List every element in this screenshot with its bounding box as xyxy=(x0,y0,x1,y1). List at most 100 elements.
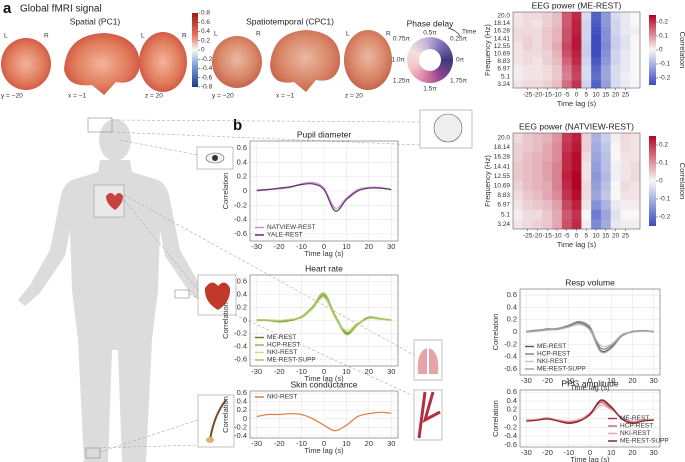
x-tick-label: -10 xyxy=(296,439,307,448)
heat-cell xyxy=(522,19,533,28)
y-axis-label: Frequency (Hz) xyxy=(483,24,492,76)
x-tick-label: -25 xyxy=(523,233,533,240)
y-tick-label: 18.14 xyxy=(494,144,511,151)
heat-cell xyxy=(630,12,641,20)
heat-cell xyxy=(610,34,621,43)
y-tick-label: 0.2 xyxy=(237,172,247,181)
y-tick-label: -0.6 xyxy=(234,354,247,363)
x-tick-label: 0 xyxy=(575,92,579,99)
x-tick-label: 0 xyxy=(322,242,326,251)
brain-image xyxy=(212,36,262,88)
y-axis-label: Correlation xyxy=(491,400,500,437)
organ-box xyxy=(174,289,190,299)
x-tick-label: -10 xyxy=(563,448,574,457)
colorbar-tick-label: 0 xyxy=(201,47,205,54)
heat-cell xyxy=(561,34,572,43)
heat-cell xyxy=(581,161,592,172)
heat-cell xyxy=(591,181,602,191)
phase-label: 0.25π xyxy=(450,36,468,43)
heat-cell xyxy=(610,80,621,89)
heat-cell xyxy=(542,190,553,201)
heat-cell xyxy=(532,19,543,28)
heat-cell xyxy=(542,219,553,230)
phase-label: 0.75π xyxy=(393,36,411,43)
heat-cell xyxy=(522,65,533,74)
heat-cell xyxy=(522,80,533,89)
heat-cell xyxy=(620,171,631,182)
legend-label: ME-REST-SUPP xyxy=(267,357,316,364)
heat-cell xyxy=(571,42,582,51)
time-arrow xyxy=(447,27,461,37)
heat-cell xyxy=(561,142,572,153)
brain-subtitle: Spatial (PC1) xyxy=(70,16,121,26)
brain-image xyxy=(139,32,187,92)
heat-cell xyxy=(513,72,524,81)
heat-cell xyxy=(591,12,602,20)
y-tick-label: 0.2 xyxy=(237,302,247,311)
phase-label: 0π xyxy=(456,57,465,64)
panel-label: b xyxy=(233,117,242,134)
chart-title: Skin conductance xyxy=(290,379,357,389)
panel-label: a xyxy=(3,0,12,17)
heat-cell xyxy=(571,57,582,66)
heat-cell xyxy=(600,142,611,153)
heat-cell xyxy=(552,65,563,74)
heat-cell xyxy=(581,27,592,36)
y-tick-label: 0.4 xyxy=(507,396,517,405)
x-tick-label: 25 xyxy=(622,233,630,240)
y-tick-label: 0.6 xyxy=(507,387,517,396)
legend-label: HCP-REST xyxy=(267,342,300,349)
plot-frame xyxy=(249,274,399,367)
side-label: R xyxy=(44,33,49,40)
heat-cell xyxy=(610,12,621,20)
heat-cell xyxy=(513,57,524,66)
heat-cell xyxy=(620,209,631,220)
brain-image xyxy=(270,30,341,92)
heat-cell xyxy=(620,161,631,172)
heat-cell xyxy=(630,34,641,43)
x-tick-label: 0 xyxy=(575,233,579,240)
chart-title: Resp volume xyxy=(565,277,615,287)
heat-cell xyxy=(522,142,533,153)
heat-cell xyxy=(571,65,582,74)
heat-cell xyxy=(513,42,524,51)
heat-cell xyxy=(561,161,572,172)
icons xyxy=(196,109,473,448)
legend-label: ME-REST xyxy=(267,334,296,341)
heat-cell xyxy=(522,161,533,172)
heat-cell xyxy=(581,57,592,66)
heat-cell xyxy=(561,27,572,36)
x-tick-label: -30 xyxy=(251,242,262,251)
heat-cell xyxy=(630,190,641,201)
y-tick-label: 0.6 xyxy=(237,388,247,397)
side-label: L xyxy=(4,33,8,40)
heat-cell xyxy=(610,209,621,220)
x-axis-label: Time lag (s) xyxy=(304,249,344,258)
colorbar-tick-label: -0.8 xyxy=(201,84,213,91)
colorbar-tick-label: 0.2 xyxy=(201,37,210,44)
heat-cell xyxy=(513,12,524,20)
heat-cell xyxy=(610,200,621,211)
heat-cell xyxy=(571,161,582,172)
heat-cell xyxy=(630,57,641,66)
heat-cell xyxy=(552,152,563,163)
y-tick-label: 0 xyxy=(513,327,517,336)
slice-coord: y = −20 xyxy=(212,93,234,100)
y-axis-label: Correlation xyxy=(491,314,500,351)
heat-cell xyxy=(610,171,621,182)
y-tick-label: -0.6 xyxy=(504,364,517,373)
series-line xyxy=(526,399,654,425)
chart-title: PPG amplitude xyxy=(561,378,618,388)
heat-cell xyxy=(561,80,572,89)
heat-cell xyxy=(542,50,553,58)
colorbar-label: Correlation xyxy=(678,32,685,69)
heat-cell xyxy=(600,34,611,43)
x-tick-label: 10 xyxy=(342,367,350,376)
heat-cell xyxy=(571,190,582,201)
colorbar xyxy=(649,136,656,226)
heat-cell xyxy=(600,181,611,191)
heat-cell xyxy=(620,42,631,51)
x-tick-label: 10 xyxy=(342,242,350,251)
heat-cell xyxy=(552,133,563,143)
heat-cell xyxy=(610,65,621,74)
